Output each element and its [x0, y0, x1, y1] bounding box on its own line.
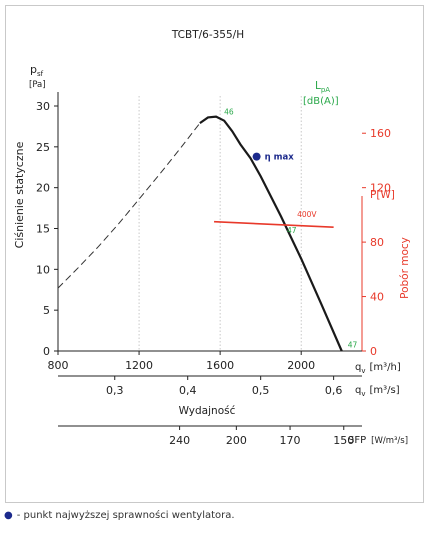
sfp-tick-label: 240 [169, 434, 190, 447]
flow-m3h-axis: 800 1200 1600 2000 [48, 350, 362, 372]
power-tick-label: 40 [370, 291, 384, 304]
power-tick-label: 160 [370, 127, 391, 140]
flow-m3h-axis-title: qv [m³/h] [355, 362, 401, 375]
max-efficiency-marker-icon: ● [4, 510, 13, 521]
annotation-label: 400V [297, 210, 317, 219]
power-unit: P[W] [370, 189, 395, 201]
series-pressure [199, 115, 343, 352]
pressure-tick-label: 15 [36, 223, 50, 236]
pressure-tick-label: 0 [43, 345, 50, 358]
chart-frame [5, 5, 424, 503]
footnote-text: - punkt najwyższej sprawności wentylator… [16, 510, 235, 521]
pressure-tick-label: 20 [36, 182, 50, 195]
power-tick-label: 0 [370, 345, 377, 358]
sfp-tick-label: 150 [333, 434, 354, 447]
pressure-tick-label: 5 [43, 304, 50, 317]
flow-m3h-tick-label: 2000 [287, 359, 315, 372]
flow-m3h-tick-label: 1200 [125, 359, 153, 372]
chart-title: TCBT/6-355/H [171, 29, 244, 41]
flow-m3s-tick-label: 0,3 [106, 384, 124, 397]
power-axis-label: Pobór mocy [399, 237, 411, 299]
power-axis: 0 40 80 120 160 [361, 127, 391, 358]
flow-m3h-tick-label: 1600 [206, 359, 234, 372]
fan-performance-chart: TCBT/6-355/H 0 5 10 15 20 25 30 0 40 80 120 160 80… [13, 29, 411, 447]
series-layer: η max [57, 115, 343, 352]
pressure-axis: 0 5 10 15 20 25 30 [36, 92, 59, 358]
annotation-label: 47 [287, 226, 297, 235]
flow-m3s-axis-title: qv [m³/s] [355, 385, 400, 398]
flow-m3h-tick-label: 800 [48, 359, 69, 372]
sfp-axis-title: SFP [W/m³/s] [348, 435, 408, 446]
power-tick-label: 80 [370, 236, 384, 249]
sfp-tick-label: 170 [280, 434, 301, 447]
pressure-unit: [Pa] [29, 80, 46, 90]
grid-lines [138, 96, 302, 351]
series-power [214, 220, 334, 228]
annotation-label: 46 [224, 108, 234, 117]
power-tick-label: 120 [370, 182, 391, 195]
sound-unit: [dB(A)] [303, 96, 339, 107]
footnote: ● - punkt najwyższej sprawności wentylato… [4, 510, 429, 521]
max-efficiency-point [252, 152, 261, 161]
pressure-symbol: psf [30, 63, 44, 78]
flow-m3s-axis: 0,3 0,4 0,5 0,6 [58, 375, 362, 397]
sfp-tick-label: 200 [226, 434, 247, 447]
series-pressure_unstable [57, 122, 201, 289]
flow-m3s-tick-label: 0,5 [252, 384, 270, 397]
annotation-label: 47 [348, 340, 358, 349]
sfp-axis: 240 200 170 150 [58, 425, 362, 447]
flow-m3s-tick-label: 0,4 [179, 384, 197, 397]
max-efficiency-label: η max [265, 153, 295, 163]
pressure-tick-label: 30 [36, 100, 50, 113]
flow-m3s-tick-label: 0,6 [325, 384, 343, 397]
pressure-tick-label: 25 [36, 141, 50, 154]
sound-symbol: LpA [315, 80, 330, 94]
x-axis-label: Wydajność [179, 405, 236, 417]
pressure-tick-label: 10 [36, 263, 50, 276]
pressure-axis-label: Ciśnienie statyczne [13, 141, 26, 248]
